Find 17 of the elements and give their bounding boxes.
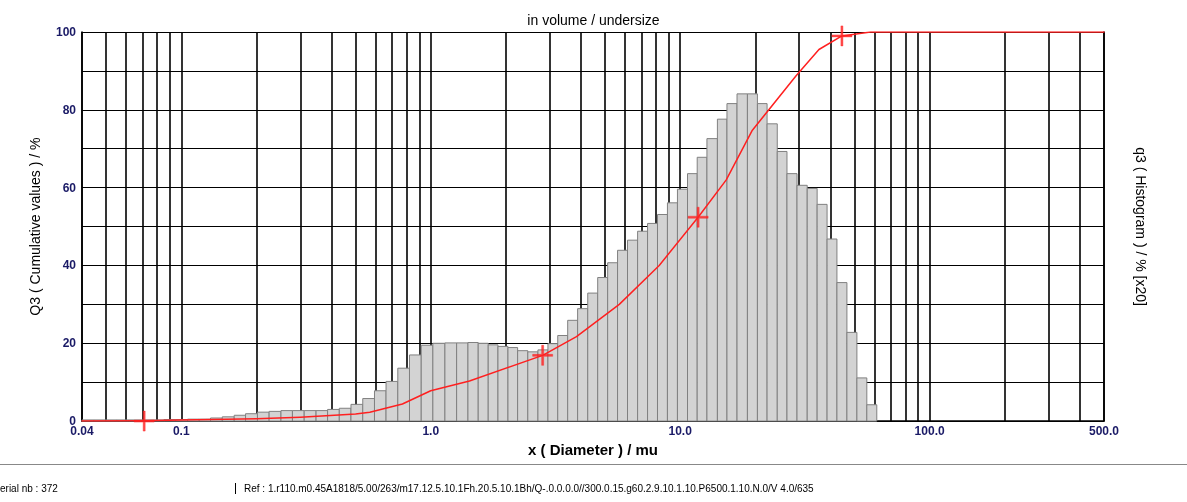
x-tick-label: 0.04 [70, 424, 94, 439]
y-tick-label: 40 [62, 258, 77, 273]
y-axis-title: Q3 ( Cumulative values ) / % [27, 137, 43, 316]
text: Ref : 1.r110.m0.45A1818/5.00/263/m17.12.5.10.1Fh.20.5.10.1Bh/Q-.0.0.0.0//300.0.15.g60.2.9.10.1.10.P6500.1.10.N.0/V 4.0/635 [235, 483, 814, 494]
y-tick-label: 100 [55, 25, 77, 39]
x-axis-title: x ( Diameter ) / mu [527, 441, 659, 458]
y-tick-label: 20 [62, 336, 77, 351]
x-tick-label: 500.0 [1088, 424, 1120, 439]
chart-title: in volume / undersize [527, 12, 660, 28]
y-tick-label: 80 [62, 102, 77, 117]
x-tick-label: 10.0 [668, 424, 693, 439]
x-tick-label: 1.0 [422, 424, 440, 439]
text: erial nb : 372 [0, 483, 58, 494]
x-tick-label: 0.1 [172, 424, 190, 439]
y2-axis-title: q3 ( Histogram ) / % [x20] [1133, 147, 1149, 306]
y-tick-label: 60 [62, 180, 77, 195]
x-tick-label: 100.0 [914, 424, 945, 439]
